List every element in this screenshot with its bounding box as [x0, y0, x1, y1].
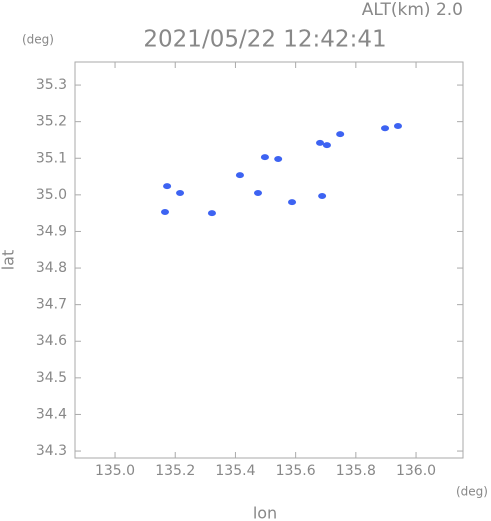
- y-tick-label: 35.1: [36, 150, 67, 166]
- y-tick-label: 34.8: [36, 260, 67, 276]
- echo: [163, 183, 172, 190]
- echo: [318, 192, 327, 199]
- y-tick-label: 34.9: [36, 223, 67, 239]
- x-tick-label: 135.6: [276, 463, 316, 479]
- echo: [316, 139, 325, 146]
- echo: [207, 210, 216, 217]
- x-tick-label: 135.8: [336, 463, 376, 479]
- echo: [322, 142, 331, 149]
- echo: [274, 155, 283, 162]
- echo: [161, 209, 170, 216]
- x-tick-label: 135.0: [95, 463, 135, 479]
- echo: [288, 199, 297, 206]
- y-tick-label: 34.6: [36, 333, 67, 349]
- y-tick-label: 34.4: [36, 406, 67, 422]
- y-tick-label: 34.5: [36, 370, 67, 386]
- x-tick-label: 135.2: [155, 463, 195, 479]
- echo: [235, 172, 244, 179]
- y-tick-label: 34.7: [36, 297, 67, 313]
- echo: [260, 154, 269, 161]
- altitude-label: ALT(km) 2.0: [362, 0, 463, 20]
- chart-title: 2021/05/22 12:42:41: [143, 27, 386, 53]
- y-tick-label: 35.0: [36, 187, 67, 203]
- y-axis-label: lat: [0, 250, 18, 271]
- echo: [393, 123, 402, 130]
- x-tick-label: 136.0: [396, 463, 436, 479]
- x-tick-label: 135.4: [215, 463, 255, 479]
- x-unit: (deg): [456, 485, 488, 499]
- y-unit: (deg): [22, 33, 54, 47]
- y-tick-label: 35.2: [36, 114, 67, 130]
- echo: [254, 190, 263, 197]
- x-axis-label: lon: [253, 504, 277, 521]
- y-tick-label: 35.3: [36, 77, 67, 93]
- y-tick-label: 34.3: [36, 443, 67, 459]
- plot-frame: [74, 61, 464, 459]
- echo: [381, 125, 390, 132]
- echo: [176, 190, 185, 197]
- echo: [336, 131, 345, 138]
